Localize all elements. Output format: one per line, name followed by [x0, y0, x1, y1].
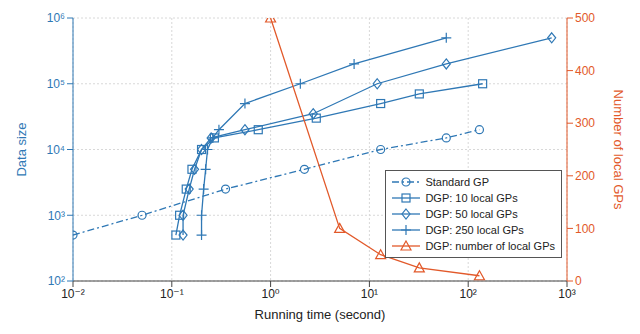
html-text:DGP: number of local GPs: DGP: number of local GPs — [425, 240, 555, 252]
svg-text:10²: 10² — [460, 287, 477, 301]
html-text:Standard GP: Standard GP — [425, 176, 489, 188]
svg-text:300: 300 — [575, 116, 595, 130]
html-text:DGP: 250 local GPs: DGP: 250 local GPs — [425, 224, 524, 236]
svg-text:Running time (second): Running time (second) — [255, 307, 386, 322]
svg-text:Number of local GPs: Number of local GPs — [611, 90, 626, 210]
svg-text:400: 400 — [575, 64, 595, 78]
svg-text:10⁶: 10⁶ — [47, 11, 65, 25]
svg-text:Data size: Data size — [14, 122, 29, 176]
svg-text:500: 500 — [575, 11, 595, 25]
svg-text:10⁻¹: 10⁻¹ — [160, 287, 184, 301]
svg-text:10²: 10² — [48, 274, 65, 288]
svg-text:10⁻²: 10⁻² — [61, 287, 85, 301]
svg-text:10⁵: 10⁵ — [47, 77, 65, 91]
svg-text:10¹: 10¹ — [361, 287, 378, 301]
svg-text:200: 200 — [575, 169, 595, 183]
svg-text:100: 100 — [575, 222, 595, 236]
svg-text:10³: 10³ — [48, 209, 65, 223]
html-text:DGP: 50 local GPs: DGP: 50 local GPs — [425, 208, 518, 220]
svg-text:10⁰: 10⁰ — [262, 287, 280, 301]
svg-text:0: 0 — [575, 274, 582, 288]
svg-text:10⁴: 10⁴ — [46, 143, 65, 157]
html-text:DGP: 10 local GPs: DGP: 10 local GPs — [425, 192, 518, 204]
svg-text:10³: 10³ — [558, 287, 575, 301]
